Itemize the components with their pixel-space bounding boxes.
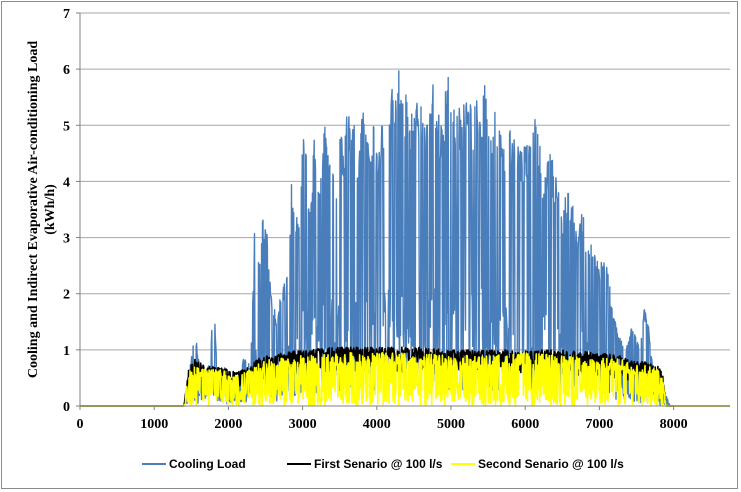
y-tick-label-3: 3 (63, 232, 70, 247)
x-tick-label-0: 0 (77, 417, 84, 432)
x-tick-label-8: 8000 (660, 417, 688, 432)
y-tick-label-5: 5 (63, 119, 70, 134)
x-tick-label-4: 4000 (363, 417, 391, 432)
y-tick-labels: 0 1 2 3 4 5 6 7 (63, 7, 80, 415)
legend: Cooling Load First Senario @ 100 l/s Sec… (142, 457, 624, 471)
x-tick-label-5: 5000 (437, 417, 465, 432)
x-tick-label-3: 3000 (289, 417, 317, 432)
y-axis-label: Cooling and Indirect Evaporative Air-con… (26, 41, 58, 378)
x-tick-label-2: 2000 (214, 417, 242, 432)
y-tick-label-4: 4 (63, 175, 70, 190)
legend-label-second-senario: Second Senario @ 100 l/s (478, 457, 624, 471)
y-tick-label-2: 2 (63, 288, 70, 303)
y-tick-label-7: 7 (63, 7, 70, 22)
series-layer (79, 70, 731, 407)
y-axis-label-line2: (kWh/h) (43, 184, 58, 235)
x-tick-label-7: 7000 (585, 417, 613, 432)
y-axis-label-line1: Cooling and Indirect Evaporative Air-con… (26, 41, 41, 378)
y-tick-label-6: 6 (63, 63, 70, 78)
x-tick-label-6: 6000 (511, 417, 539, 432)
y-tick-label-1: 1 (63, 344, 70, 359)
axes-layer (79, 13, 730, 407)
x-tick-label-1: 1000 (140, 417, 168, 432)
y-tick-label-0: 0 (63, 400, 70, 415)
x-tick-labels: 0 1000 2000 3000 4000 5000 6000 7000 8000 (77, 406, 688, 432)
legend-label-first-senario: First Senario @ 100 l/s (314, 457, 443, 471)
series-line-2 (79, 351, 731, 407)
legend-label-cooling-load: Cooling Load (169, 457, 246, 471)
